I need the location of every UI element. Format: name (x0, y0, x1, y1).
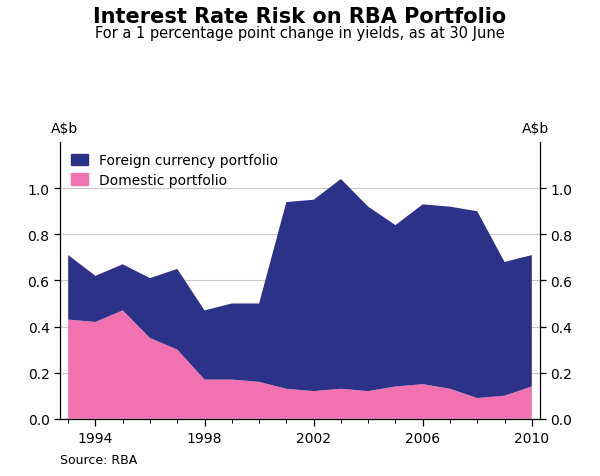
Legend: Foreign currency portfolio, Domestic portfolio: Foreign currency portfolio, Domestic por… (67, 150, 282, 191)
Text: A$b: A$b (522, 122, 549, 136)
Text: A$b: A$b (51, 122, 78, 136)
Text: Interest Rate Risk on RBA Portfolio: Interest Rate Risk on RBA Portfolio (94, 7, 506, 27)
Text: Source: RBA: Source: RBA (60, 454, 137, 466)
Text: For a 1 percentage point change in yields, as at 30 June: For a 1 percentage point change in yield… (95, 26, 505, 41)
